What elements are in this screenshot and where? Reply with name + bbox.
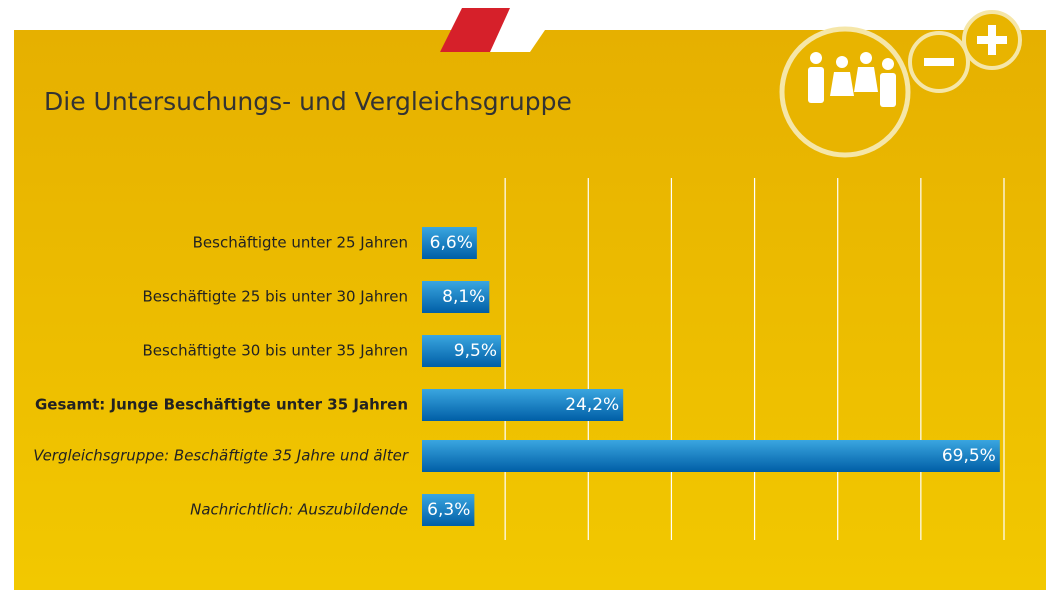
category-label: Beschäftigte 25 bis unter 30 Jahren <box>143 288 408 306</box>
value-label: 69,5% <box>942 446 996 466</box>
value-label: 6,6% <box>430 233 473 253</box>
category-label: Beschäftigte unter 25 Jahren <box>193 234 408 252</box>
category-label: Vergleichsgruppe: Beschäftigte 35 Jahre … <box>33 447 409 465</box>
value-label: 24,2% <box>565 395 619 415</box>
category-label: Beschäftigte 30 bis unter 35 Jahren <box>143 342 408 360</box>
value-label: 9,5% <box>454 341 497 361</box>
bar <box>422 494 475 526</box>
value-label: 6,3% <box>427 500 470 520</box>
value-label: 8,1% <box>442 287 485 307</box>
bar <box>422 335 501 367</box>
chart-title: Die Untersuchungs- und Vergleichsgruppe <box>44 87 572 116</box>
bar <box>422 389 624 421</box>
people-icon <box>779 10 1022 158</box>
category-label: Gesamt: Junge Beschäftigte unter 35 Jahr… <box>35 396 408 414</box>
category-label: Nachrichtlich: Auszubildende <box>190 501 408 519</box>
red-stripe <box>440 8 510 52</box>
bar <box>422 227 477 259</box>
bar <box>422 281 490 313</box>
bar <box>422 440 1000 472</box>
